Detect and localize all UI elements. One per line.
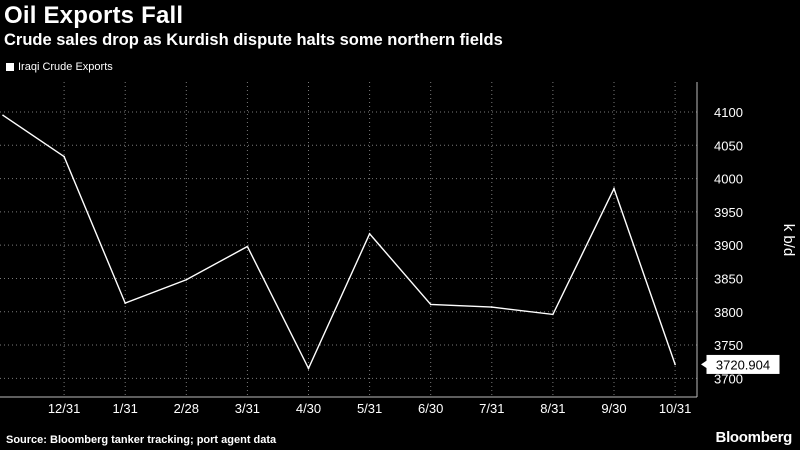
series-line-iraqi-crude-exports	[2, 114, 676, 371]
x-tick-label-5-31: 5/31	[357, 401, 382, 416]
x-tick-label-7-31: 7/31	[479, 401, 504, 416]
y-tick-label-4000: 4000	[714, 172, 743, 187]
x-tick-label-1-31: 1/31	[113, 401, 138, 416]
x-tick-label-12-31: 12/31	[48, 401, 81, 416]
chart-title: Oil Exports Fall	[4, 2, 184, 29]
legend: Iraqi Crude Exports	[6, 61, 113, 73]
data-point-5-31	[368, 233, 371, 235]
y-tick-label-4100: 4100	[714, 105, 743, 120]
data-point-2-28	[185, 278, 188, 281]
x-tick-label-9-30: 9/30	[601, 401, 626, 416]
last-value-pointer	[701, 360, 707, 369]
x-tick-label-3-31: 3/31	[235, 401, 260, 416]
data-point-8-31	[552, 313, 554, 316]
data-point-11-30	[2, 114, 4, 117]
data-point-4-30	[307, 367, 310, 370]
y-tick-label-3700: 3700	[714, 371, 743, 386]
y-axis-label: k b/d	[780, 224, 797, 257]
y-tick-label-3900: 3900	[714, 238, 743, 253]
footer-bar	[0, 427, 800, 450]
source-note: Source: Bloomberg tanker tracking; port …	[6, 434, 277, 446]
x-tick-label-2-28: 2/28	[174, 401, 199, 416]
x-axis: 12/31 1/31 2/28 3/31 4/30 5/31 6/30 7/31 8/31 9/3…	[0, 396, 697, 416]
gridlines	[0, 82, 697, 397]
legend-label: Iraqi Crude Exports	[18, 61, 113, 73]
y-tick-label-3850: 3850	[714, 271, 743, 286]
last-value-label: 3720.904	[716, 357, 770, 372]
x-tick-label-6-30: 6/30	[418, 401, 443, 416]
data-point-3-31	[246, 245, 249, 248]
data-point-1-31	[124, 302, 126, 304]
y-axis: 3700 3750 3800 3850 3900 3950 4000 4050 4100	[696, 82, 743, 397]
bloomberg-logo: Bloomberg	[715, 429, 793, 446]
data-point-6-30	[429, 303, 432, 306]
data-point-10-31	[674, 363, 676, 366]
x-tick-label-8-31: 8/31	[540, 401, 565, 416]
y-tick-label-4050: 4050	[714, 138, 743, 153]
chart-subtitle: Crude sales drop as Kurdish dispute halt…	[4, 31, 503, 49]
y-tick-label-3800: 3800	[714, 305, 743, 320]
x-tick-label-4-30: 4/30	[296, 401, 321, 416]
legend-swatch	[6, 63, 14, 71]
y-tick-label-3750: 3750	[714, 338, 743, 353]
y-tick-label-3950: 3950	[714, 205, 743, 220]
data-points	[2, 114, 676, 370]
data-point-7-31	[491, 306, 493, 308]
data-point-12-31	[63, 155, 65, 158]
last-value-callout: 3720.904	[701, 354, 780, 374]
data-point-9-30	[613, 187, 615, 190]
x-tick-label-10-31: 10/31	[659, 401, 692, 416]
